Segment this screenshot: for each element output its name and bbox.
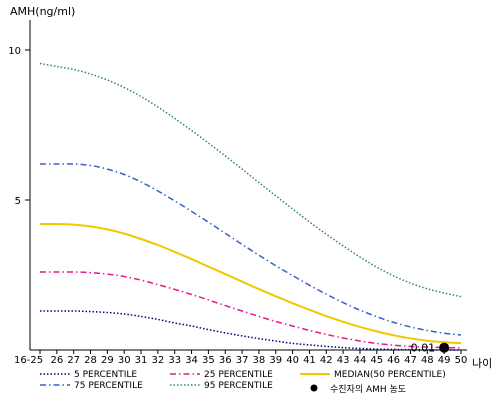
series-line-75-percentile xyxy=(40,163,462,336)
x-tick-label: 43 xyxy=(337,355,350,366)
legend-label: 5 PERCENTILE xyxy=(74,370,137,380)
legend-patient-marker xyxy=(310,384,318,392)
y-tick-label: 5 xyxy=(15,196,21,207)
patient-amh-marker xyxy=(439,342,450,353)
x-tick-label: 48 xyxy=(421,355,434,366)
legend-label: 25 PERCENTILE xyxy=(204,370,273,380)
series-line-95-percentile xyxy=(39,62,462,298)
x-tick-label: 47 xyxy=(404,355,417,366)
x-tick-label: 16-25 xyxy=(14,355,43,366)
x-tick-label: 28 xyxy=(84,355,97,366)
x-tick-label: 40 xyxy=(286,355,299,366)
x-axis-label: 나이 xyxy=(472,357,492,370)
x-tick-label: 31 xyxy=(135,355,148,366)
legend-patient-label: 수진자의 AMH 농도 xyxy=(330,384,406,395)
x-tick-label: 36 xyxy=(219,355,232,366)
series-line-5-percentile xyxy=(40,310,462,351)
x-tick-label: 49 xyxy=(438,355,451,366)
x-tick-label: 46 xyxy=(387,355,400,366)
x-tick-label: 30 xyxy=(118,355,131,366)
x-ticks: 16-25 26 27 28 29 30 31 32 33 34 35 36 37 38 39 40 41 42 4… xyxy=(14,350,467,366)
x-tick-label: 29 xyxy=(101,355,114,366)
y-ticks: 5 10 xyxy=(8,46,30,207)
legend-label: 95 PERCENTILE xyxy=(204,381,273,391)
x-tick-label: 32 xyxy=(152,355,165,366)
x-tick-label: 27 xyxy=(67,355,80,366)
x-tick-label: 34 xyxy=(185,355,198,366)
legend: 5 PERCENTILE 25 PERCENTILE MEDIAN(50 PERCE… xyxy=(40,370,446,395)
patient-amh-value-label: 0.01 xyxy=(411,342,436,355)
x-tick-label: 38 xyxy=(253,355,266,366)
x-tick-label: 37 xyxy=(236,355,249,366)
x-tick-label: 44 xyxy=(354,355,367,366)
legend-label: 75 PERCENTILE xyxy=(74,381,143,391)
y-tick-label: 10 xyxy=(8,46,21,57)
x-tick-label: 50 xyxy=(455,355,468,366)
y-axis-label: AMH(ng/ml) xyxy=(10,5,75,18)
series-layer xyxy=(39,62,462,351)
x-tick-label: 33 xyxy=(168,355,181,366)
patient-marker-layer: 0.01 xyxy=(411,342,450,355)
x-tick-label: 45 xyxy=(370,355,383,366)
x-tick-label: 26 xyxy=(50,355,63,366)
series-line-median-50-percentile xyxy=(39,222,462,345)
series-line-25-percentile xyxy=(40,271,462,349)
x-tick-label: 39 xyxy=(269,355,282,366)
x-tick-label: 42 xyxy=(320,355,333,366)
x-tick-label: 35 xyxy=(202,355,215,366)
x-tick-label: 41 xyxy=(303,355,316,366)
legend-label: MEDIAN(50 PERCENTILE) xyxy=(334,370,446,380)
